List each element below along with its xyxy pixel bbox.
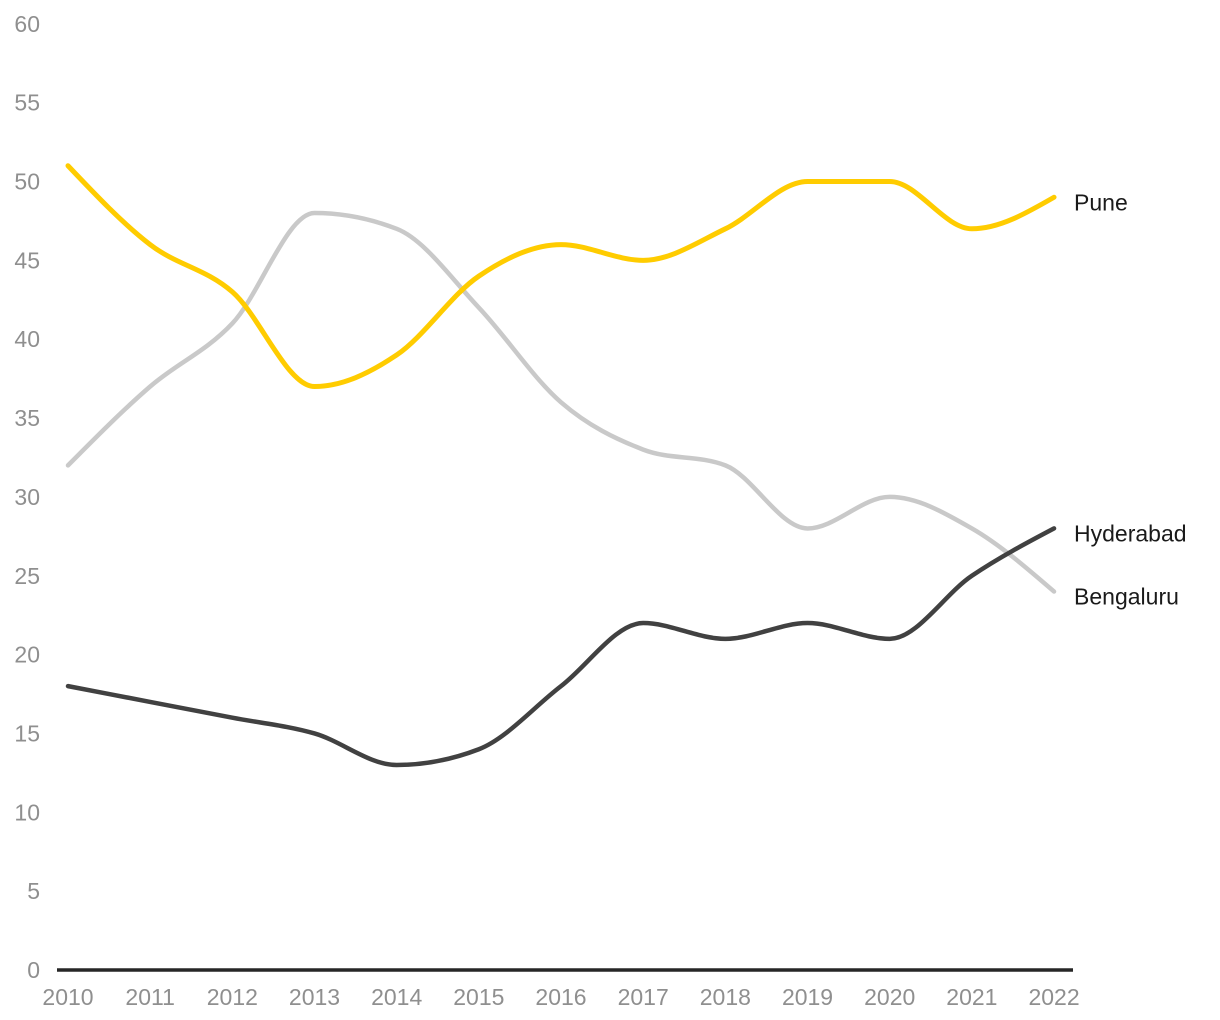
x-tick-label: 2022	[1028, 984, 1079, 1010]
y-tick-label: 15	[14, 720, 40, 746]
x-tick-label: 2014	[371, 984, 422, 1010]
y-tick-label: 30	[14, 484, 40, 510]
y-tick-label: 60	[14, 11, 40, 37]
y-tick-label: 20	[14, 642, 40, 668]
x-tick-label: 2016	[535, 984, 586, 1010]
y-tick-label: 40	[14, 326, 40, 352]
y-tick-label: 5	[27, 878, 40, 904]
series-label-bengaluru: Bengaluru	[1074, 584, 1179, 610]
series-label-pune: Pune	[1074, 189, 1128, 215]
x-tick-label: 2013	[289, 984, 340, 1010]
y-tick-label: 25	[14, 563, 40, 589]
line-bengaluru	[65, 210, 1057, 594]
y-tick-label: 50	[14, 169, 40, 195]
y-tick-label: 35	[14, 405, 40, 431]
x-tick-label: 2012	[207, 984, 258, 1010]
y-tick-label: 45	[14, 247, 40, 273]
x-tick-label: 2015	[453, 984, 504, 1010]
y-tick-label: 0	[27, 957, 40, 983]
x-tick-label: 2021	[946, 984, 997, 1010]
line-pune	[65, 163, 1057, 390]
y-tick-label: 10	[14, 799, 40, 825]
series-label-hyderabad: Hyderabad	[1074, 520, 1187, 546]
x-tick-label: 2018	[700, 984, 751, 1010]
x-tick-label: 2011	[125, 984, 174, 1010]
x-tick-label: 2017	[618, 984, 669, 1010]
line-hyderabad	[65, 526, 1057, 768]
x-tick-label: 2010	[42, 984, 93, 1010]
y-tick-label: 55	[14, 90, 40, 116]
x-tick-label: 2019	[782, 984, 833, 1010]
x-tick-label: 2020	[864, 984, 915, 1010]
